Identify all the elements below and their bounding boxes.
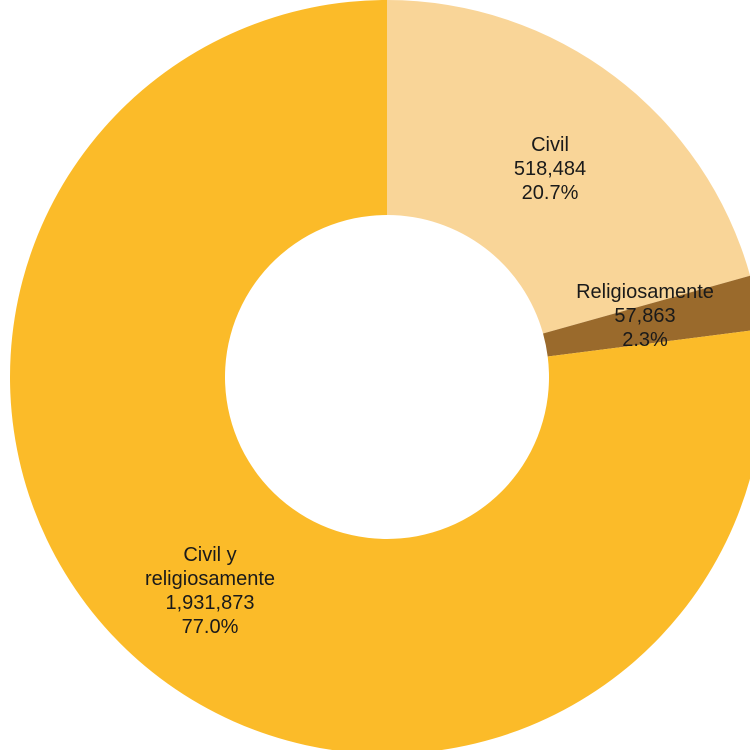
slices-group [10, 0, 750, 750]
data-label-line: 1,931,873 [166, 592, 255, 614]
data-label-line: 57,863 [614, 305, 675, 327]
labels-group: Civil 518,484 20.7% Religiosamente 57,863 2.3… [145, 134, 714, 638]
data-label-line: Civil y [183, 544, 236, 566]
data-label-civil-y-religiosamente: Civil y religiosamente 1,931,873 77.0% [145, 544, 275, 638]
data-label-line: 518,484 [514, 158, 586, 180]
slice-religiosamente [543, 275, 750, 357]
data-label-line: 20.7% [522, 182, 579, 204]
data-label-line: religiosamente [145, 568, 275, 590]
data-label-civil: Civil 518,484 20.7% [514, 134, 586, 204]
data-label-line: Civil [531, 134, 569, 156]
data-label-religiosamente: Religiosamente 57,863 2.3% [576, 281, 714, 351]
data-label-line: Religiosamente [576, 281, 714, 303]
slice-civil [387, 0, 750, 334]
data-label-line: 77.0% [182, 616, 239, 638]
data-label-line: 2.3% [622, 329, 668, 351]
slice-civil-y-religiosamente [10, 0, 750, 750]
